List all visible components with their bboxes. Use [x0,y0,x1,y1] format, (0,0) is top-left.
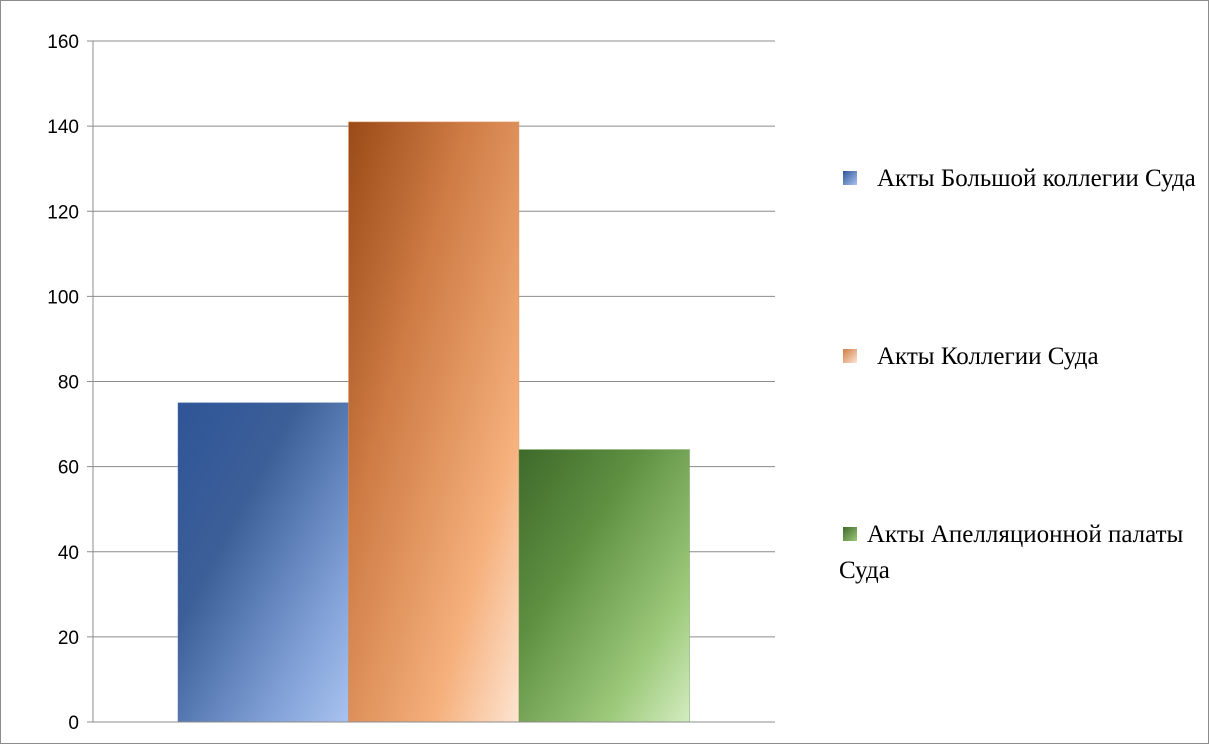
y-tick-label-80: 80 [58,373,79,394]
legend-item-0: Акты Большой коллегии Суда [839,161,1209,197]
bar-series-0 [177,402,349,723]
bar-series-2 [518,449,690,723]
y-tick-label-140: 140 [47,117,79,138]
legend-swatch-0 [843,171,857,185]
bar-series-1 [348,121,520,723]
y-tick-label-0: 0 [68,713,79,734]
y-tick-label-20: 20 [58,628,79,649]
y-tick-label-120: 120 [47,202,79,223]
legend-label-1: Акты Коллегии Суда [877,343,1099,370]
legend-label-2: Акты Апелляционной палаты Суда [839,521,1184,584]
legend-label-0: Акты Большой коллегии Суда [877,165,1196,192]
y-tick-label-60: 60 [58,458,79,479]
plot-area: 0 20 40 60 80 100 120 140 160 [47,32,775,734]
legend-item-1: Акты Коллегии Суда [839,339,1209,375]
y-tick-label-100: 100 [47,287,79,308]
legend-item-2: Акты Апелляционной палаты Суда [839,517,1209,589]
bar-layer [177,121,690,723]
legend-swatch-1 [843,349,857,363]
y-tick-label-40: 40 [58,543,79,564]
legend-swatch-2 [843,527,857,541]
axis-layer: 0 20 40 60 80 100 120 140 160 [47,32,775,734]
y-tick-label-160: 160 [47,32,79,53]
